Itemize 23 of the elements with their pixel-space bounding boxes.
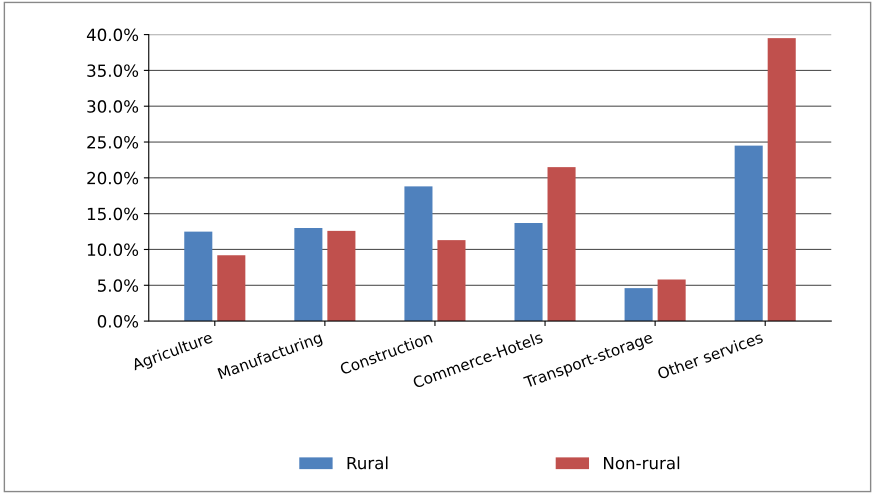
bar xyxy=(624,288,653,322)
y-tick-label: 35.0% xyxy=(87,64,138,77)
y-tick-label: 25.0% xyxy=(87,136,138,149)
y-tick-label: 40.0% xyxy=(86,28,138,42)
legend-label: Rural xyxy=(348,456,388,470)
bar xyxy=(327,230,356,322)
bar xyxy=(184,232,212,322)
bar xyxy=(217,255,246,322)
bar xyxy=(437,240,466,322)
y-tick-label: 10.0% xyxy=(88,243,138,256)
y-tick-label: 0.0% xyxy=(98,315,138,328)
legend-label: Non-rural xyxy=(604,456,680,470)
bar xyxy=(658,280,686,322)
bar xyxy=(768,38,796,322)
bar xyxy=(294,228,322,322)
bar xyxy=(734,146,763,322)
bar xyxy=(548,167,576,322)
y-tick-label: 5.0% xyxy=(98,279,138,292)
y-tick-label: 30.0% xyxy=(87,100,138,113)
bar xyxy=(404,186,432,322)
y-tick-label: 15.0% xyxy=(88,208,138,220)
y-tick-label: 20.0% xyxy=(87,172,138,184)
bar xyxy=(514,222,543,322)
